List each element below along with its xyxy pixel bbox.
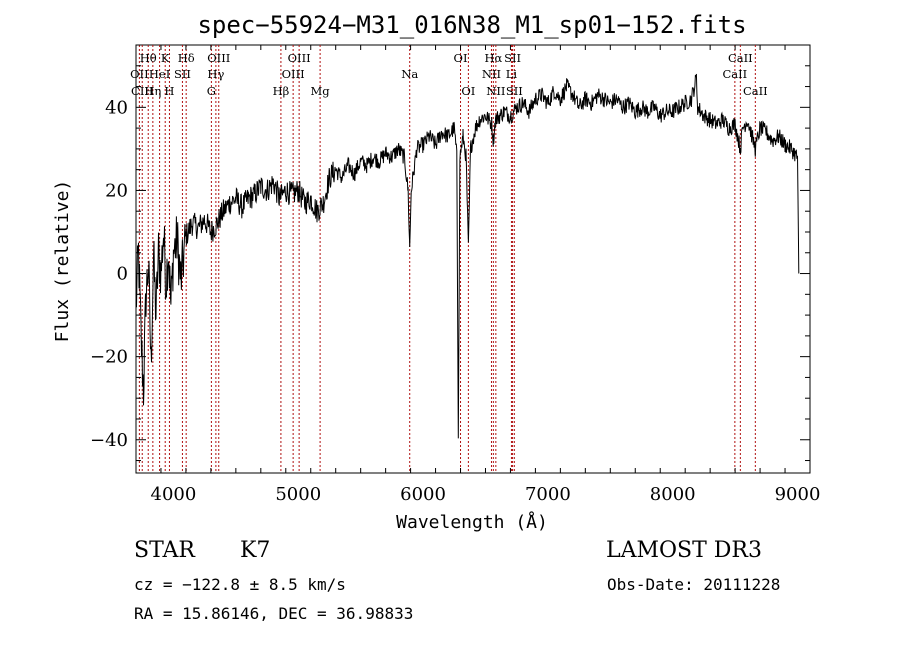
x-tick-label: 6000: [400, 484, 446, 505]
survey-name: LAMOST DR3: [606, 538, 762, 563]
x-tick-label: 9000: [775, 484, 821, 505]
y-tick-label: 0: [117, 264, 128, 285]
chart-title: spec−55924−M31_016N38_M1_sp01−152.fits: [197, 11, 746, 39]
x-tick-label: 5000: [275, 484, 321, 505]
y-tick-label: −40: [90, 430, 128, 451]
spectral-line-label: SII: [506, 84, 523, 98]
y-tick-label: −20: [90, 347, 128, 368]
spectral-line-label: OI: [461, 84, 475, 98]
spectral-line-label: Hβ: [273, 84, 290, 98]
spectral-line-label: Na: [401, 67, 418, 81]
spectral-line-label: OIII: [288, 51, 311, 65]
redshift-cz: cz = −122.8 ± 8.5 km/s: [134, 575, 346, 594]
spectral-line-labels: Hθ OII CIII K HeI Hη H Hδ SII OIII Hγ G OIII OIII Hβ Mg…: [130, 51, 768, 98]
spectral-line-label: NII: [486, 84, 505, 98]
y-tick-label: 40: [105, 97, 128, 118]
spectral-line-label: OII: [130, 67, 149, 81]
spectral-line-label: CaII: [722, 67, 747, 81]
y-tick-label: 20: [105, 180, 128, 201]
spectral-line-label: OI: [454, 51, 468, 65]
x-tick-label: 7000: [525, 484, 571, 505]
x-tick-label: 8000: [650, 484, 696, 505]
x-tick-label: 4000: [151, 484, 197, 505]
spectral-line-label: Mg: [311, 84, 331, 98]
spectral-line-label: NII: [482, 67, 501, 81]
spectral-line-label: SII: [174, 67, 191, 81]
spectral-line-label: CaII: [728, 51, 753, 65]
spectral-line-label: Hα: [484, 51, 502, 65]
y-axis: −40 −20 0 20 40: [90, 44, 810, 462]
spectral-line-label: OIII: [282, 67, 305, 81]
plot-frame: [135, 44, 811, 474]
object-subclass: K7: [240, 538, 271, 563]
spectral-line-label: SII: [504, 51, 521, 65]
spectral-line-label: OIII: [207, 51, 230, 65]
spectral-line-markers: [138, 45, 756, 473]
spectral-line-label: CaII: [743, 84, 768, 98]
x-axis: 4000 5000 6000 7000 8000 9000: [135, 45, 821, 505]
spectral-line-label: Li: [506, 67, 518, 81]
spectrum-line: [135, 73, 800, 439]
spectral-line-label: HeI: [149, 67, 170, 81]
observation-date: Obs-Date: 20111228: [607, 575, 781, 594]
spectral-line-label: G: [207, 84, 216, 98]
spectral-line-label: H: [164, 84, 174, 98]
coordinates: RA = 15.86146, DEC = 36.98833: [134, 604, 414, 623]
spectral-line-label: Hγ: [207, 67, 224, 81]
x-axis-label: Wavelength (Å): [396, 511, 548, 533]
spectral-line-label: CIII: [131, 84, 153, 98]
y-axis-label: Flux (relative): [52, 180, 73, 343]
spectral-line-label: Hθ: [140, 51, 157, 65]
spectral-line-label: Hδ: [178, 51, 195, 65]
object-class: STAR: [134, 538, 195, 563]
spectral-line-label: Hη: [144, 84, 161, 98]
spectral-line-label: K: [161, 51, 170, 65]
